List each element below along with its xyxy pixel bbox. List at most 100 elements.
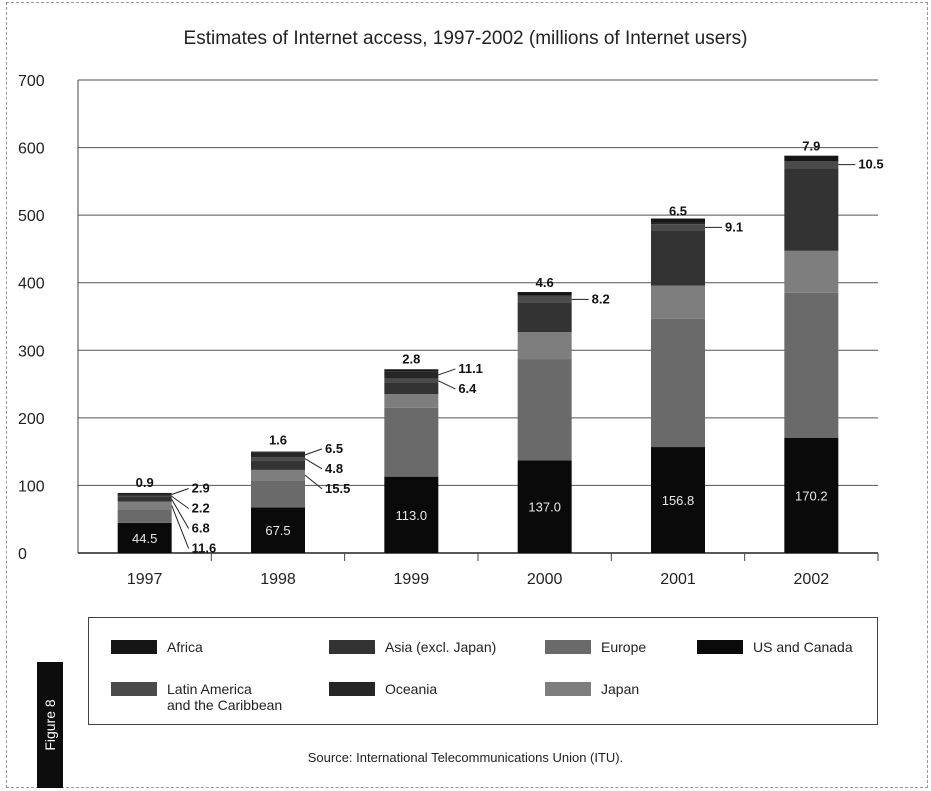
bar-segment: [651, 318, 705, 448]
source-note: Source: International Telecommunications…: [307, 750, 624, 765]
bar-segment: [784, 161, 839, 169]
figure-tag-label: Figure 8: [42, 699, 58, 751]
legend-label: Europe: [601, 639, 647, 655]
data-label: 2.2: [192, 501, 210, 516]
data-label: 2.9: [192, 481, 210, 496]
bar-segment: [784, 168, 839, 251]
data-label: 4.8: [325, 461, 343, 476]
label-leader: [171, 488, 189, 495]
x-tick-label: 2002: [794, 571, 830, 588]
figure-frame: [6, 2, 928, 788]
data-label: 4.6: [536, 275, 554, 290]
bar-segment: [651, 230, 705, 286]
y-tick-label: 400: [18, 276, 45, 293]
label-leader: [304, 448, 323, 456]
data-label: 1.6: [269, 433, 287, 448]
bar-segment: [117, 501, 172, 510]
data-label: 6.5: [325, 441, 343, 456]
legend-label: Asia (excl. Japan): [385, 639, 497, 655]
legend: Africa Asia (excl. Japan) Europe US and …: [88, 617, 878, 725]
data-label: 6.4: [458, 381, 477, 396]
bar-segment: [651, 222, 705, 225]
bar-segment: [251, 452, 305, 458]
x-tick-label: 2001: [660, 571, 696, 588]
x-tick-label: 2000: [527, 571, 563, 588]
legend-swatch: [545, 682, 591, 696]
bar-segment: [517, 460, 572, 553]
legend-label: Africa: [167, 639, 203, 655]
bar-segment: [784, 155, 839, 162]
label-leader: [171, 499, 190, 529]
bar-segment: [517, 295, 572, 297]
bar-segment: [384, 371, 439, 379]
bar-segment: [251, 457, 305, 461]
legend-swatch: [111, 640, 157, 654]
data-label: 0.9: [136, 475, 154, 490]
legend-label: Latin America and the Caribbean: [167, 681, 283, 713]
data-label: 11.1: [458, 361, 483, 376]
bar-segment: [117, 509, 172, 523]
legend-swatch: [545, 640, 591, 654]
x-tick-label: 1999: [394, 571, 430, 588]
bar-segment: [117, 522, 172, 553]
bar-segment: [384, 394, 439, 408]
legend-swatch: [697, 640, 743, 654]
bar-segment: [384, 378, 439, 383]
data-label: 7.9: [802, 139, 820, 154]
bar-segment: [251, 451, 305, 453]
data-label: 6.5: [669, 204, 687, 219]
label-leader: [171, 505, 190, 549]
data-label: 9.1: [725, 219, 743, 234]
data-label: 2.8: [402, 352, 420, 367]
figure-tag: Figure 8: [37, 662, 63, 788]
bar-segment: [251, 469, 305, 481]
y-tick-label: 600: [18, 141, 45, 158]
bar-segment: [517, 296, 572, 303]
label-leader: [438, 380, 456, 390]
data-label: 113.0: [396, 508, 428, 523]
legend-label: US and Canada: [753, 639, 853, 655]
y-tick-label: 0: [18, 546, 27, 563]
legend-label: Japan: [601, 681, 640, 697]
data-label: 8.2: [592, 291, 610, 306]
bar-segment: [784, 292, 839, 438]
legend-swatch: [329, 640, 375, 654]
bar-segment: [651, 285, 705, 319]
y-tick-label: 300: [18, 343, 45, 360]
y-tick-label: 200: [18, 411, 45, 428]
bar-segment: [251, 480, 305, 508]
data-label: 10.5: [858, 157, 883, 172]
label-leader: [171, 495, 189, 509]
data-label: 44.5: [132, 531, 157, 546]
data-label: 137.0: [528, 500, 561, 515]
bar-segment: [251, 507, 305, 553]
bar-segment: [117, 492, 172, 494]
y-tick-label: 700: [18, 73, 45, 90]
bar-segment: [517, 359, 572, 461]
label-leader: [304, 474, 323, 490]
data-label: 11.6: [192, 541, 217, 556]
data-label: 6.8: [192, 521, 210, 536]
bar-segment: [117, 495, 172, 497]
stacked-bar-chart: 0 100 200 300 400 500 600 700 1997 44.5 0.9 2.9 2.2 6…: [18, 73, 884, 588]
bar-segment: [384, 369, 439, 372]
bar-segment: [384, 407, 439, 477]
bar-segment: [651, 447, 705, 553]
bar-segment: [117, 496, 172, 502]
data-label: 156.8: [662, 493, 695, 508]
bar-segment: [384, 476, 439, 553]
legend-swatch: [111, 682, 157, 696]
x-tick-label: 1997: [127, 571, 163, 588]
y-tick-label: 100: [18, 478, 45, 495]
bar-segment: [517, 332, 572, 360]
data-label: 67.5: [265, 523, 290, 538]
x-tick-label: 1998: [260, 571, 296, 588]
data-label: 170.2: [795, 488, 828, 503]
bar-segment: [651, 224, 705, 231]
label-leader: [304, 458, 323, 470]
bar-segment: [784, 250, 839, 293]
bar-segment: [651, 218, 705, 223]
bar-segment: [784, 437, 839, 553]
bar-segment: [251, 460, 305, 470]
bar-segment: [117, 493, 172, 496]
